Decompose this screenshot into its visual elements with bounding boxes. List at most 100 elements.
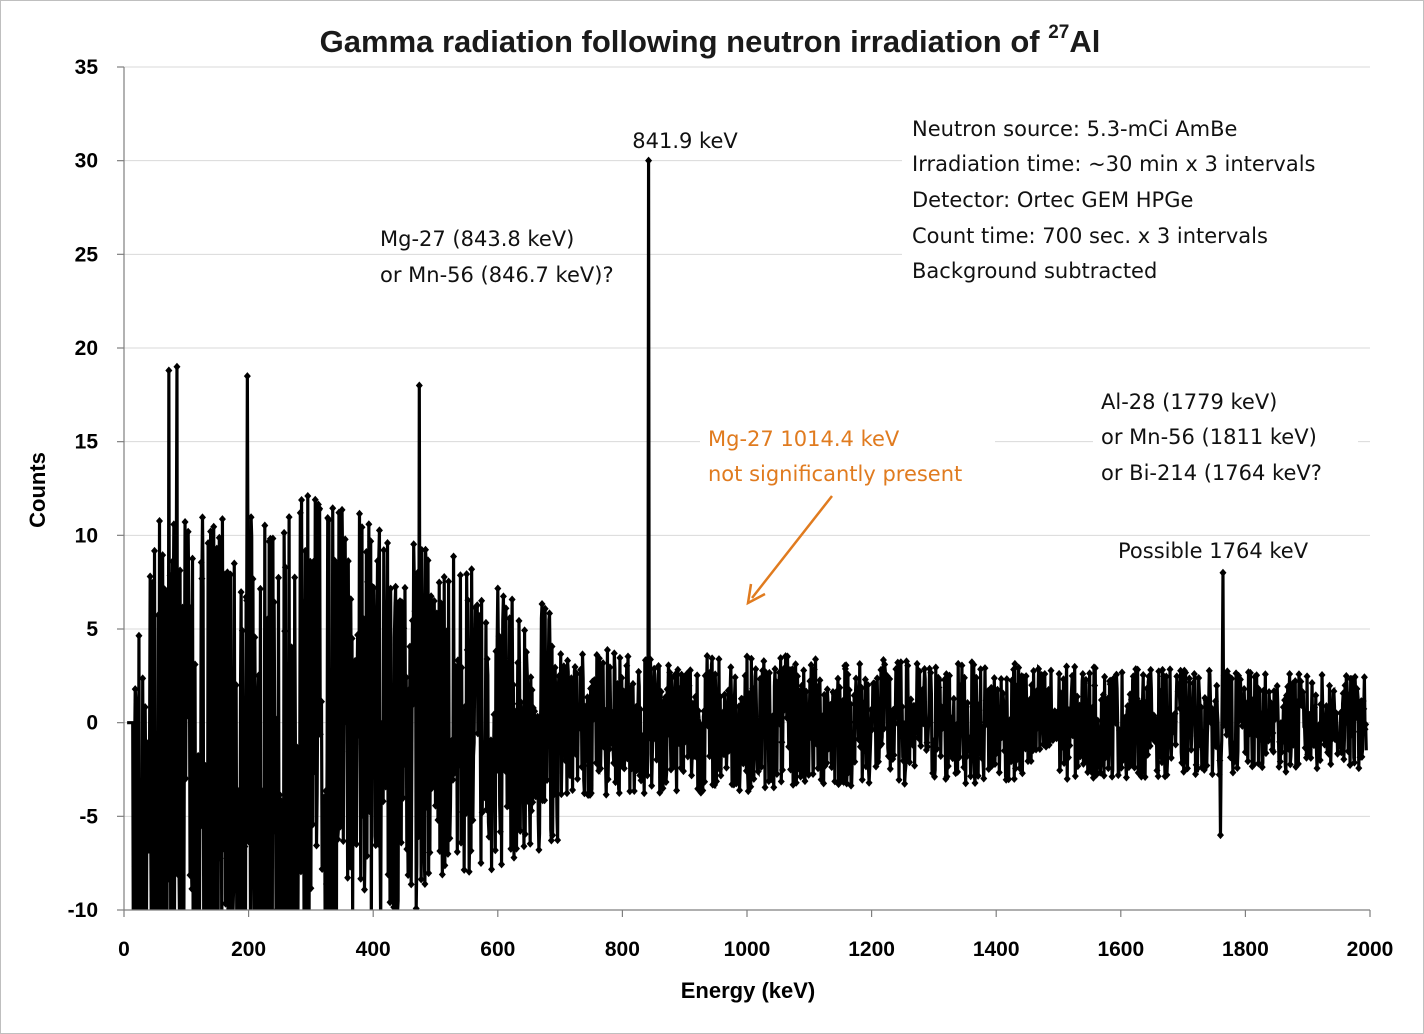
- data-point: [425, 601, 433, 610]
- data-point: [156, 517, 164, 526]
- data-point: [260, 786, 268, 795]
- data-point: [448, 736, 456, 745]
- data-point: [1208, 770, 1216, 779]
- data-point: [332, 911, 339, 919]
- data-point: [754, 767, 762, 776]
- data-point: [508, 595, 516, 604]
- data-point: [408, 616, 416, 625]
- data-point: [162, 615, 170, 624]
- data-point: [712, 777, 720, 786]
- data-point: [341, 535, 349, 544]
- x-tick-label: 1200: [848, 938, 895, 961]
- data-point: [166, 571, 174, 580]
- data-point: [567, 674, 575, 683]
- data-point: [141, 943, 148, 951]
- data-point: [1212, 742, 1220, 751]
- data-point: [610, 759, 618, 768]
- data-point: [421, 879, 429, 888]
- data-point: [1344, 747, 1352, 756]
- data-point: [280, 528, 288, 537]
- data-point: [886, 764, 894, 773]
- data-point: [846, 718, 854, 727]
- data-point: [450, 769, 458, 778]
- data-point: [309, 820, 317, 829]
- data-point: [374, 556, 382, 565]
- data-point: [748, 732, 756, 741]
- data-point: [1208, 704, 1216, 713]
- data-point: [776, 720, 784, 729]
- data-point: [1339, 689, 1347, 698]
- data-point: [792, 778, 800, 787]
- data-point: [597, 764, 605, 773]
- data-point: [342, 644, 350, 653]
- data-point: [375, 526, 383, 535]
- data-point: [155, 943, 162, 951]
- data-point: [1091, 681, 1099, 690]
- data-point: [573, 669, 581, 678]
- data-point: [223, 688, 231, 697]
- data-point: [591, 707, 599, 716]
- data-point: [1162, 672, 1170, 681]
- data-point: [1170, 717, 1178, 726]
- data-point: [1036, 745, 1044, 754]
- data-point: [279, 943, 286, 951]
- data-point: [828, 763, 836, 772]
- data-point: [800, 666, 808, 675]
- data-point: [320, 793, 328, 802]
- data-point: [527, 806, 535, 815]
- data-point: [332, 718, 340, 727]
- data-point: [971, 779, 979, 788]
- data-point: [629, 679, 637, 688]
- data-point: [1183, 764, 1191, 773]
- data-point: [171, 613, 179, 622]
- data-point: [136, 862, 144, 871]
- data-point: [170, 520, 178, 529]
- data-point: [419, 751, 427, 760]
- data-point: [237, 588, 245, 597]
- data-point: [329, 504, 337, 513]
- data-point: [145, 845, 153, 854]
- data-point: [1362, 720, 1370, 729]
- data-point: [475, 611, 483, 620]
- data-point: [1215, 770, 1223, 779]
- data-point: [131, 685, 139, 694]
- data-point: [1116, 726, 1124, 735]
- data-point: [1261, 670, 1269, 679]
- data-point: [1131, 763, 1139, 772]
- data-point: [455, 690, 463, 699]
- data-point: [717, 737, 725, 746]
- data-point: [658, 773, 666, 782]
- data-point: [338, 505, 346, 514]
- data-point: [174, 870, 182, 879]
- data-point: [384, 538, 392, 547]
- data-point: [689, 699, 697, 708]
- data-point: [1352, 713, 1360, 722]
- data-point: [369, 702, 377, 711]
- data-point: [427, 592, 435, 601]
- data-point: [992, 749, 1000, 758]
- data-point: [374, 839, 382, 848]
- data-point: [774, 688, 782, 697]
- data-point: [663, 685, 671, 694]
- data-point: [724, 686, 732, 695]
- data-point: [993, 685, 1001, 694]
- data-point: [862, 762, 870, 771]
- data-point: [850, 691, 858, 700]
- data-point: [557, 790, 565, 799]
- data-point: [1203, 761, 1211, 770]
- data-point: [1322, 702, 1330, 711]
- data-point: [982, 720, 990, 729]
- data-point: [469, 816, 477, 825]
- data-point: [480, 764, 488, 773]
- data-point: [456, 760, 464, 769]
- data-point: [1119, 755, 1127, 764]
- data-point: [327, 910, 334, 918]
- data-point: [962, 779, 970, 788]
- data-point: [511, 741, 519, 750]
- data-point: [600, 705, 608, 714]
- data-point: [423, 802, 431, 811]
- data-point: [1278, 723, 1286, 732]
- data-point: [873, 674, 881, 683]
- data-point: [997, 674, 1005, 683]
- data-point: [1330, 687, 1338, 696]
